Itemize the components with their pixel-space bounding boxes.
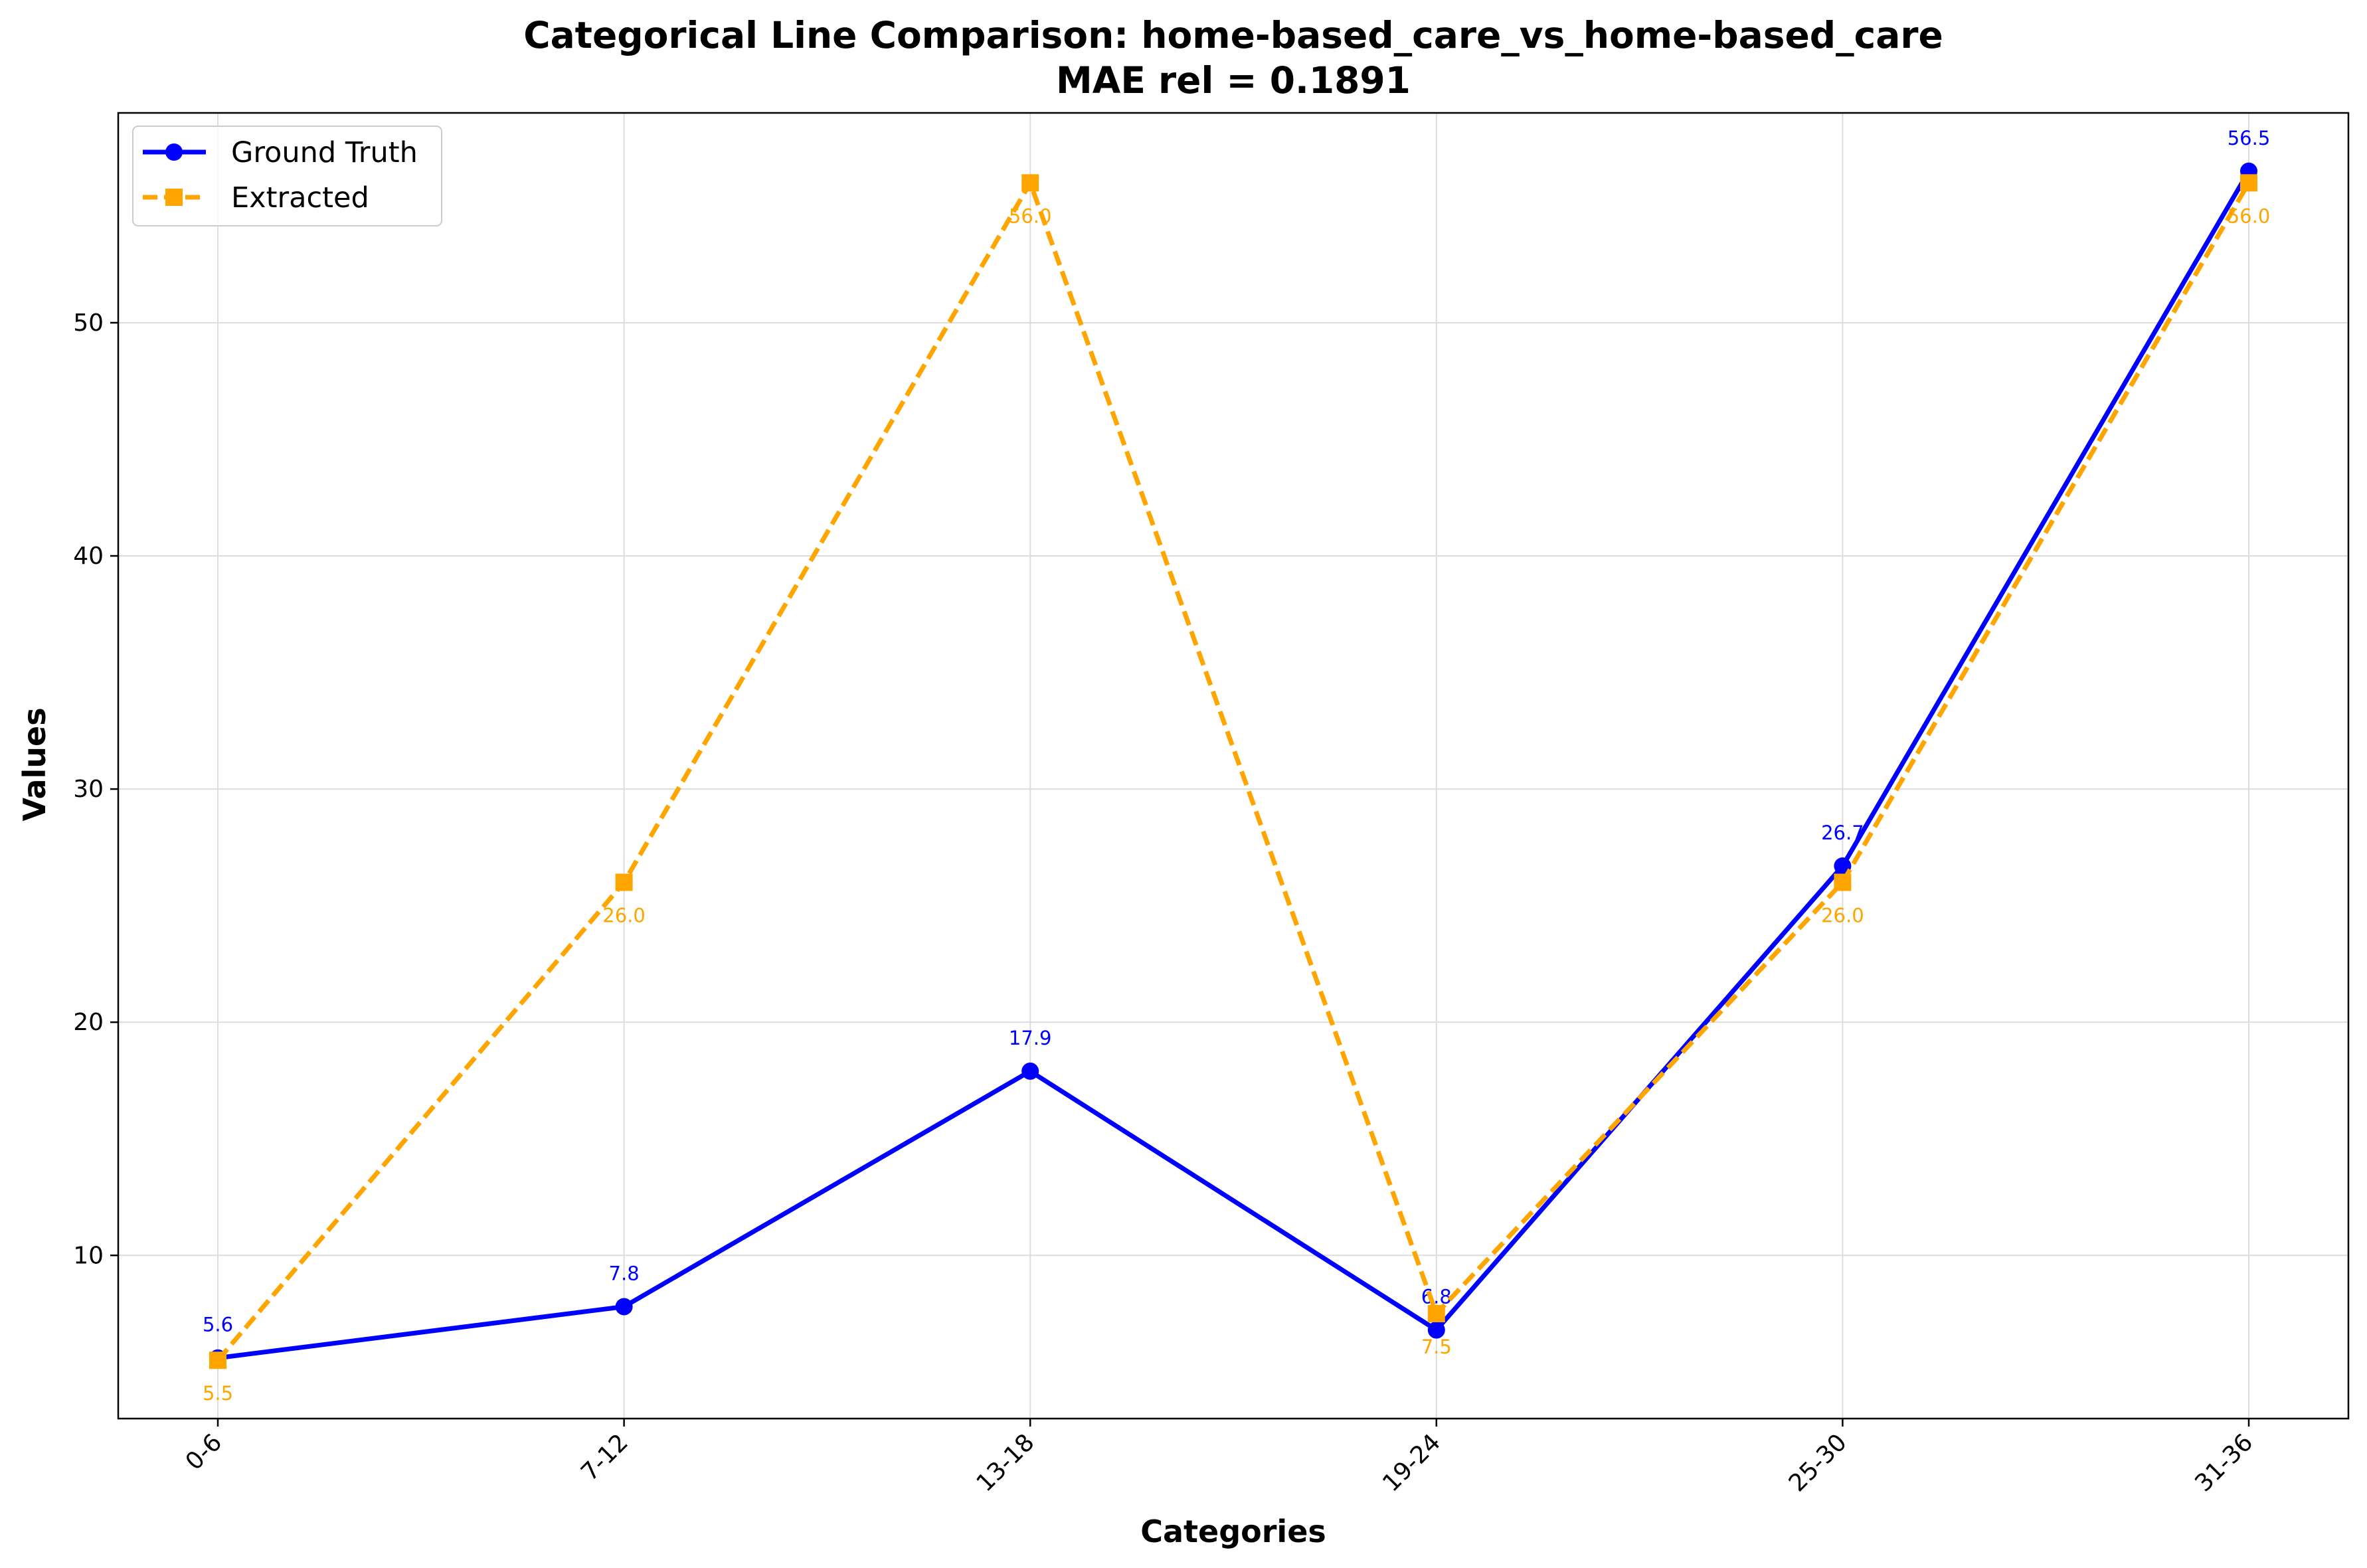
legend: Ground Truth Extracted xyxy=(132,126,442,226)
data-point xyxy=(615,873,633,891)
data-label: 56.0 xyxy=(1009,205,1052,227)
series-extracted: 5.5 26.0 56.0 7.5 26.0 56.0 xyxy=(203,174,2270,1405)
data-point xyxy=(2240,174,2257,192)
data-point xyxy=(1834,873,1852,891)
data-point xyxy=(1427,1305,1445,1323)
legend-label: Ground Truth xyxy=(231,136,418,169)
series-line xyxy=(217,170,2251,1361)
y-tick-label: 40 xyxy=(73,543,104,570)
plot-frame xyxy=(117,112,2350,1420)
data-label: 5.5 xyxy=(203,1382,233,1405)
data-label: 6.8 xyxy=(1421,1286,1452,1308)
legend-marker xyxy=(165,143,183,161)
data-label: 56.0 xyxy=(2228,205,2271,227)
legend-item-extracted: Extracted xyxy=(143,181,369,215)
x-axis-label: Categories xyxy=(1140,1514,1326,1549)
data-label: 7.5 xyxy=(1421,1336,1452,1358)
y-tick-label: 20 xyxy=(73,1009,104,1036)
data-label: 7.8 xyxy=(609,1262,640,1284)
data-point xyxy=(209,1351,226,1369)
data-point xyxy=(1427,1321,1445,1339)
legend-item-ground-truth: Ground Truth xyxy=(143,136,418,169)
grid xyxy=(118,113,2348,1419)
chart-title: Categorical Line Comparison: home-based_… xyxy=(523,14,1943,56)
data-label: 17.9 xyxy=(1009,1027,1052,1049)
y-tick-label: 50 xyxy=(73,309,104,337)
series-line xyxy=(216,180,2251,1362)
chart-subtitle: MAE rel = 0.1891 xyxy=(1056,59,1411,102)
y-tick-label: 30 xyxy=(73,776,104,803)
data-point xyxy=(615,1298,633,1316)
y-tick-label: 10 xyxy=(73,1242,104,1269)
legend-marker xyxy=(165,189,183,206)
legend-label: Extracted xyxy=(231,181,369,215)
data-label: 5.6 xyxy=(203,1314,233,1336)
data-point xyxy=(1021,174,1039,192)
data-label: 56.5 xyxy=(2228,127,2271,149)
data-label: 26.0 xyxy=(1821,905,1864,927)
data-label: 26.0 xyxy=(602,905,646,927)
data-point xyxy=(1021,1062,1039,1080)
legend-box xyxy=(132,126,442,226)
series-layer: 5.67.817.96.826.756.55.526.056.07.526.05… xyxy=(203,127,2270,1405)
y-axis-label: Values xyxy=(17,707,52,821)
data-label: 26.7 xyxy=(1821,822,1864,844)
